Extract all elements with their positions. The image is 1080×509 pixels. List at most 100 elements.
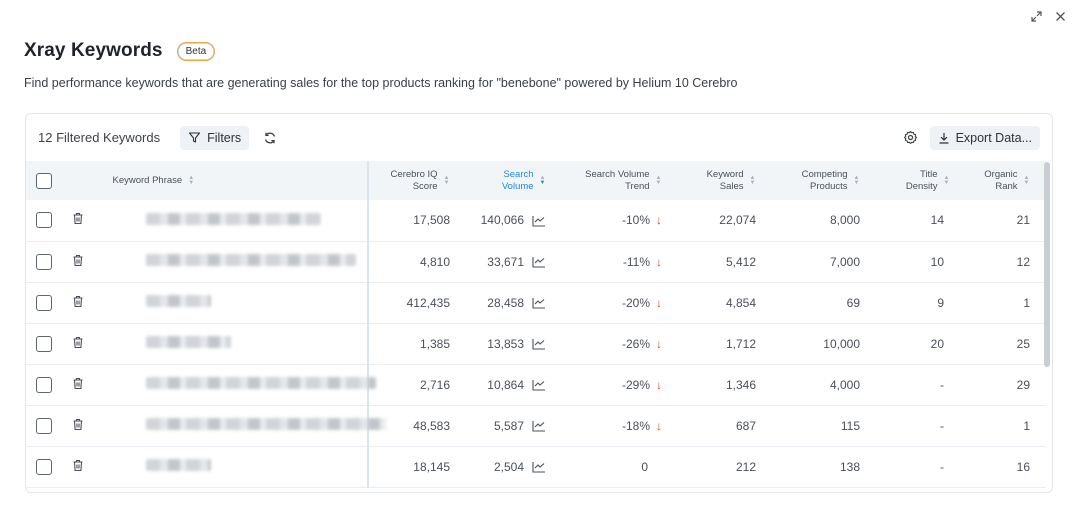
- vertical-scrollbar[interactable]: [1044, 162, 1050, 367]
- col-sales-label-1: Keyword: [706, 168, 744, 180]
- trend-chart-icon[interactable]: [532, 215, 546, 227]
- row-checkbox[interactable]: [36, 335, 52, 352]
- cerebro-iq-cell: 17,508: [368, 200, 460, 242]
- export-data-button[interactable]: Export Data...: [929, 125, 1040, 150]
- beta-badge: Beta: [176, 41, 216, 61]
- cerebro-iq-value: 1,385: [419, 336, 450, 351]
- keywords-table-card: 12 Filtered Keywords Filters Export Data…: [25, 113, 1053, 493]
- competing-products-value: 10,000: [823, 336, 860, 351]
- trend-value: -11%: [622, 254, 650, 269]
- keyword-phrase-cell: [102, 282, 369, 324]
- keyword-phrase-cell: [102, 200, 369, 242]
- title-density-value: 9: [937, 295, 944, 310]
- col-cerebro-iq-score[interactable]: Cerebro IQ Score ▲ ▼: [368, 161, 460, 200]
- trend-chart-icon[interactable]: [532, 420, 546, 432]
- filters-button[interactable]: Filters: [180, 125, 250, 150]
- sort-desc-icon: ▲ ▼: [539, 174, 546, 186]
- competing-products-cell: 138: [766, 446, 870, 488]
- row-checkbox[interactable]: [36, 458, 52, 475]
- trash-icon[interactable]: [72, 295, 84, 308]
- title-density-cell: 20: [870, 323, 960, 365]
- organic-rank-value: 1: [1023, 418, 1030, 433]
- table-body: 17,508 140,066 -10% ↓ 22,074 8,000 14 21 …: [26, 200, 1046, 488]
- search-volume-cell: 10,864: [460, 364, 556, 406]
- refresh-icon[interactable]: [263, 131, 277, 145]
- page-subtitle: Find performance keywords that are gener…: [24, 76, 738, 90]
- title-density-value: -: [940, 418, 944, 433]
- row-checkbox[interactable]: [36, 212, 52, 229]
- col-title-density[interactable]: Title Density ▲ ▼: [870, 161, 960, 200]
- trash-icon[interactable]: [72, 336, 84, 349]
- keyword-phrase-cell: [102, 405, 386, 447]
- organic-rank-cell: 29: [960, 364, 1046, 406]
- filter-icon: [189, 132, 201, 143]
- expand-icon[interactable]: [1030, 10, 1043, 23]
- redacted-keyword: [146, 254, 356, 266]
- col-organic-rank[interactable]: Organic Rank ▲ ▼: [960, 161, 1046, 200]
- keyword-sales-cell: 5,412: [672, 241, 766, 283]
- trend-value: -26%: [621, 336, 650, 351]
- col-search-volume[interactable]: Search Volume ▲ ▼: [460, 161, 556, 200]
- col-trend-label-1: Search Volume: [585, 168, 650, 180]
- table-row: 18,145 2,504 0 212 138 - 16: [26, 446, 1046, 488]
- search-volume-value: 140,066: [480, 213, 524, 228]
- cerebro-iq-cell: 4,810: [368, 241, 460, 283]
- keyword-sales-value: 1,346: [725, 377, 756, 392]
- competing-products-value: 115: [840, 418, 860, 433]
- col-density-label-1: Title: [919, 168, 938, 180]
- organic-rank-cell: 1: [960, 282, 1046, 324]
- table-row: 1,385 13,853 -26% ↓ 1,712 10,000 20 25: [26, 323, 1046, 365]
- col-rank-label-1: Organic: [984, 168, 1018, 180]
- download-icon: [939, 132, 949, 144]
- select-all-checkbox[interactable]: [36, 172, 52, 189]
- cerebro-iq-value: 48,583: [413, 418, 450, 433]
- trend-chart-icon[interactable]: [532, 297, 546, 309]
- table-row: 48,583 5,587 -18% ↓ 687 115 - 1: [26, 405, 1046, 447]
- col-search-volume-trend[interactable]: Search Volume Trend ▲ ▼: [556, 161, 672, 200]
- competing-products-value: 8,000: [829, 213, 860, 228]
- row-checkbox[interactable]: [36, 294, 52, 311]
- col-sales-label-2: Sales: [719, 180, 744, 192]
- title-density-cell: 9: [870, 282, 960, 324]
- row-checkbox[interactable]: [36, 376, 52, 393]
- row-checkbox[interactable]: [36, 417, 52, 434]
- trend-chart-icon[interactable]: [532, 256, 546, 268]
- title-density-value: 10: [930, 254, 944, 269]
- trend-chart-icon[interactable]: [532, 461, 546, 473]
- col-competing-products[interactable]: Competing Products ▲ ▼: [766, 161, 870, 200]
- trend-chart-icon[interactable]: [532, 379, 546, 391]
- settings-gear-icon[interactable]: [903, 130, 918, 145]
- col-cerebro-label-2: Score: [412, 180, 438, 192]
- competing-products-cell: 4,000: [766, 364, 870, 406]
- competing-products-cell: 7,000: [766, 241, 870, 283]
- trend-down-arrow-icon: ↓: [656, 418, 662, 433]
- col-volume-label-1: Search: [503, 168, 534, 180]
- trash-icon[interactable]: [72, 418, 84, 431]
- keyword-sales-cell: 1,712: [672, 323, 766, 365]
- trend-value: 0: [641, 459, 648, 474]
- keyword-sales-value: 1,712: [725, 336, 756, 351]
- modal-header: Xray Keywords Beta Find performance keyw…: [24, 40, 1056, 90]
- trash-icon[interactable]: [72, 459, 84, 472]
- trend-value: -18%: [621, 418, 650, 433]
- competing-products-cell: 10,000: [766, 323, 870, 365]
- search-volume-trend-cell: -26% ↓: [556, 323, 672, 365]
- title-density-value: -: [940, 459, 944, 474]
- redacted-keyword: [146, 295, 211, 307]
- row-checkbox[interactable]: [36, 253, 52, 270]
- trash-icon[interactable]: [72, 212, 84, 225]
- trend-down-arrow-icon: ↓: [656, 213, 662, 228]
- filtered-count: 12 Filtered Keywords: [38, 130, 161, 145]
- trend-chart-icon[interactable]: [532, 338, 546, 350]
- search-volume-value: 5,587: [493, 418, 524, 433]
- trash-icon[interactable]: [72, 254, 84, 267]
- search-volume-trend-cell: 0: [556, 446, 672, 488]
- redacted-keyword: [146, 212, 321, 225]
- trash-icon[interactable]: [72, 377, 84, 390]
- sort-icon: ▲ ▼: [943, 174, 950, 186]
- col-keyword-phrase[interactable]: Keyword Phrase ▲ ▼: [102, 161, 369, 200]
- sort-icon: ▲ ▼: [188, 174, 195, 186]
- col-competing-label-2: Products: [810, 180, 848, 192]
- col-keyword-sales[interactable]: Keyword Sales ▲ ▼: [672, 161, 766, 200]
- close-icon[interactable]: [1055, 11, 1066, 22]
